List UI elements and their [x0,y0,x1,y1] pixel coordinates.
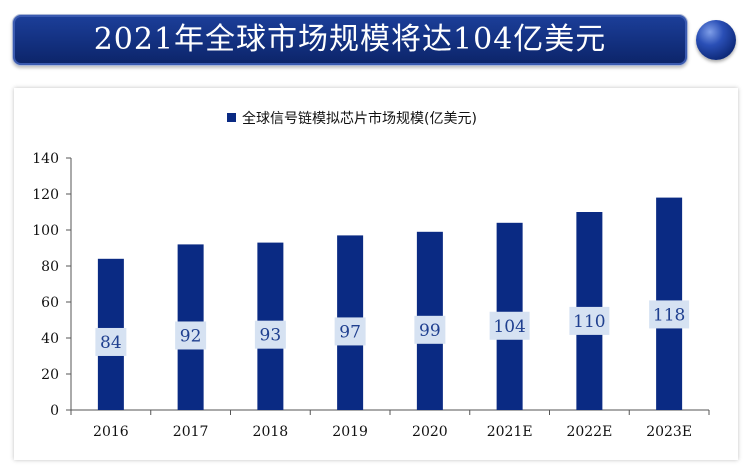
legend-label: 全球信号链模拟芯片市场规模(亿美元) [242,110,477,127]
x-tick-label: 2019 [332,424,368,440]
data-label-bg [95,327,127,356]
x-tick-label: 2022E [566,424,612,440]
data-label-bg [175,321,207,350]
data-label-bg [334,317,366,346]
y-tick-label: 0 [50,403,59,419]
bars [97,197,683,410]
data-label: 97 [339,322,361,342]
data-label: 92 [180,326,202,346]
data-label: 118 [653,305,685,325]
data-label-bg [569,306,610,335]
legend: 全球信号链模拟芯片市场规模(亿美元) [227,110,477,127]
axes: 0 20 40 60 80 100 120 140 2016 2017 2018 2019 2020 20… [32,151,710,440]
y-tick-label: 80 [41,259,59,275]
data-label: 104 [493,317,525,337]
y-tick-label: 40 [41,331,59,347]
y-tick-label: 140 [32,151,59,167]
y-tick-label: 100 [32,223,59,239]
x-tick-label: 2020 [412,424,448,440]
legend-swatch [227,113,236,122]
data-label: 93 [260,326,282,346]
y-tick-label: 20 [41,367,59,383]
x-tick-label: 2021E [487,424,533,440]
data-label-bg [414,315,446,344]
x-tick-label: 2018 [253,424,289,440]
title-banner: 2021年全球市场规模将达104亿美元 [12,14,688,66]
data-label-bg [254,320,286,349]
banner-title: 2021年全球市场规模将达104亿美元 [93,22,607,57]
data-label-bg [489,311,530,340]
data-labels: 84 92 93 97 99 104 110 118 [95,300,690,356]
chart-panel: 全球信号链模拟芯片市场规模(亿美元) 0 20 40 60 80 100 120 140 201… [14,88,738,460]
data-label-bg [649,300,690,329]
x-tick-label: 2017 [173,424,209,440]
bar-chart: 全球信号链模拟芯片市场规模(亿美元) 0 20 40 60 80 100 120 140 201… [32,110,710,440]
x-tick-label: 2023E [646,424,692,440]
sphere-icon [696,20,736,60]
data-label: 99 [419,321,441,341]
data-label: 84 [100,333,122,353]
y-tick-label: 60 [41,295,59,311]
y-tick-label: 120 [32,187,59,203]
x-tick-label: 2016 [93,424,129,440]
data-label: 110 [573,312,605,332]
